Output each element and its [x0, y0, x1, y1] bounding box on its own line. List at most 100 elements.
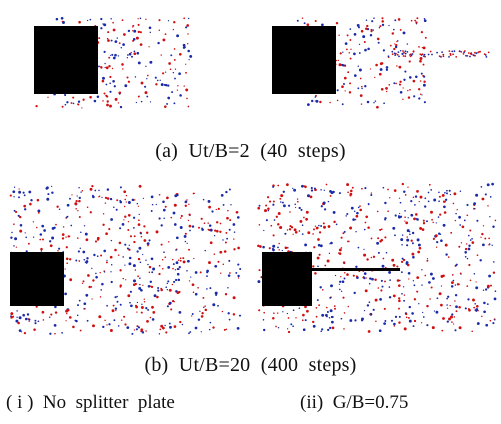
vortex-particle — [171, 299, 175, 303]
vortex-particle — [72, 325, 75, 329]
vortex-particle — [374, 298, 378, 302]
vortex-particle — [363, 272, 367, 275]
vortex-particle — [96, 255, 99, 258]
vortex-particle — [182, 43, 186, 47]
vortex-particle — [293, 228, 297, 232]
plate-wake-particle — [397, 51, 400, 53]
vortex-particle — [129, 235, 133, 238]
vortex-field-b-i — [9, 184, 242, 335]
vortex-particle — [74, 202, 78, 206]
vortex-particle — [131, 332, 134, 335]
vortex-particle — [206, 269, 209, 273]
vortex-particle — [351, 186, 354, 189]
vortex-particle — [354, 218, 357, 221]
vortex-particle — [400, 260, 404, 264]
vortex-particle — [113, 85, 116, 88]
vortex-particle — [22, 313, 25, 317]
vortex-particle — [158, 19, 161, 22]
vortex-particle — [132, 283, 136, 287]
vortex-particle — [37, 211, 40, 214]
vortex-particle — [199, 271, 202, 274]
vortex-particle — [380, 279, 383, 282]
vortex-particle — [327, 225, 331, 228]
plate-wake-particle — [458, 50, 461, 53]
plate-wake-particle — [460, 51, 463, 53]
vortex-particle — [18, 188, 20, 190]
vortex-particle — [370, 237, 373, 240]
vortex-particle — [400, 271, 403, 274]
vortex-particle — [145, 231, 149, 235]
vortex-particle — [228, 188, 231, 191]
vortex-particle — [180, 217, 182, 219]
vortex-particle — [64, 93, 67, 97]
vortex-particle — [127, 221, 130, 223]
vortex-particle — [359, 94, 363, 97]
vortex-particle — [86, 257, 89, 260]
vortex-particle — [361, 187, 363, 190]
vortex-particle — [36, 226, 38, 229]
vortex-particle — [488, 244, 490, 246]
vortex-particle — [391, 258, 395, 262]
vortex-particle — [19, 229, 23, 233]
vortex-particle — [402, 258, 406, 262]
vortex-particle — [330, 315, 334, 319]
vortex-particle — [328, 252, 331, 254]
vortex-particle — [203, 222, 206, 225]
vortex-particle — [414, 195, 418, 198]
vortex-particle — [394, 45, 398, 49]
vortex-particle — [124, 243, 127, 246]
vortex-particle — [128, 262, 132, 266]
vortex-particle — [310, 99, 314, 103]
vortex-particle — [356, 23, 360, 27]
vortex-particle — [130, 55, 134, 58]
vortex-particle — [312, 320, 315, 324]
plate-wake-particle — [391, 50, 394, 53]
vortex-particle — [411, 231, 415, 235]
vortex-particle — [420, 322, 423, 324]
vortex-particle — [346, 183, 350, 187]
vortex-particle — [360, 103, 363, 105]
vortex-particle — [393, 47, 396, 51]
plate-wake-particle — [393, 52, 396, 55]
vortex-particle — [430, 210, 433, 214]
vortex-particle — [322, 222, 325, 225]
vortex-particle — [184, 232, 187, 235]
vortex-particle — [396, 65, 398, 67]
vortex-particle — [388, 296, 392, 299]
vortex-particle — [348, 52, 351, 54]
vortex-particle — [34, 319, 37, 322]
vortex-particle — [379, 228, 382, 231]
vortex-particle — [411, 242, 414, 245]
plate-wake-particle — [427, 53, 430, 56]
vortex-particle — [119, 303, 122, 306]
vortex-particle — [119, 186, 122, 189]
vortex-particle — [40, 250, 43, 252]
vortex-particle — [140, 81, 144, 85]
vortex-particle — [145, 307, 148, 310]
vortex-particle — [280, 201, 282, 203]
vortex-particle — [189, 331, 192, 333]
vortex-particle — [378, 26, 381, 29]
vortex-particle — [94, 240, 98, 243]
vortex-particle — [265, 204, 268, 207]
vortex-particle — [334, 274, 337, 277]
vortex-particle — [358, 68, 362, 72]
vortex-particle — [454, 293, 458, 297]
vortex-particle — [160, 224, 163, 227]
vortex-particle — [432, 277, 435, 280]
vortex-particle — [287, 330, 291, 334]
vortex-particle — [162, 38, 166, 42]
vortex-particle — [147, 284, 151, 288]
vortex-particle — [191, 315, 193, 317]
vortex-particle — [376, 210, 379, 213]
vortex-particle — [278, 242, 280, 245]
vortex-particle — [20, 331, 23, 333]
vortex-particle — [232, 296, 236, 300]
vortex-particle — [467, 298, 470, 301]
vortex-particle — [459, 224, 462, 226]
vortex-particle — [385, 87, 388, 90]
vortex-particle — [229, 219, 232, 222]
plate-wake-particle — [411, 53, 414, 55]
vortex-particle — [186, 24, 190, 27]
vortex-particle — [406, 236, 408, 238]
